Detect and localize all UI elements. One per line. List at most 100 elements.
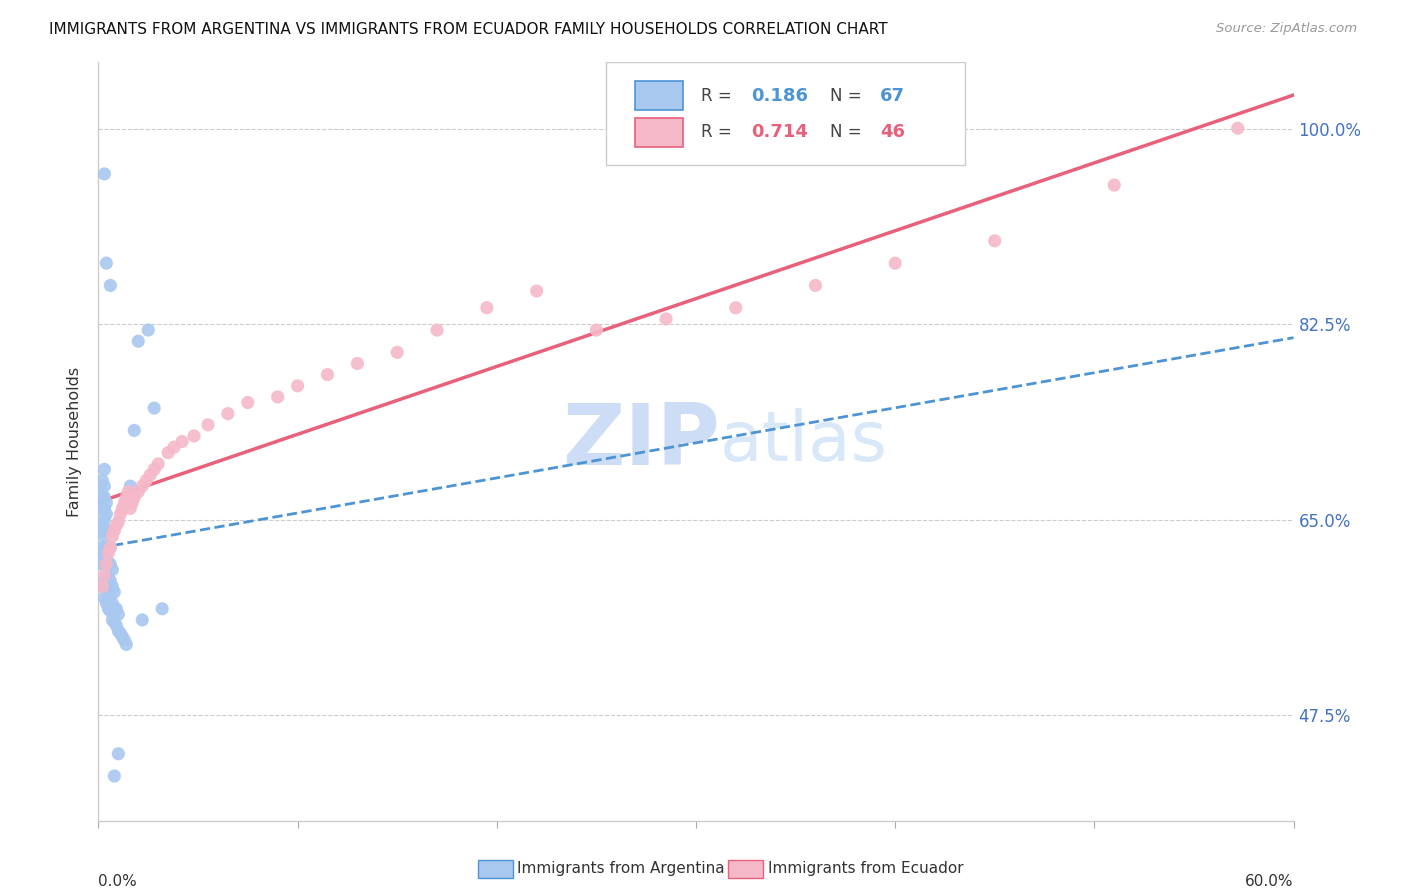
Point (93, 167, 115, 181)
Point (93, 501, 115, 516)
Point (96, 568, 118, 582)
Point (1226, 121, 1249, 136)
Point (131, 479, 153, 493)
Text: Immigrants from Argentina: Immigrants from Argentina (517, 862, 725, 876)
Point (107, 624, 129, 639)
Point (139, 468, 162, 483)
Point (96, 541, 118, 555)
Point (93, 529, 115, 543)
Point (346, 356, 368, 371)
Text: 60.0%: 60.0% (1246, 874, 1294, 889)
Text: 46: 46 (880, 123, 905, 141)
Point (96, 496, 118, 510)
Point (117, 484, 139, 499)
Point (127, 334, 149, 349)
Point (121, 496, 143, 510)
Point (93, 479, 115, 493)
Text: ZIP: ZIP (562, 400, 720, 483)
Point (724, 301, 747, 315)
Point (93, 591, 115, 605)
Point (93, 462, 115, 476)
Point (89, 524, 111, 538)
Point (148, 457, 170, 471)
Point (107, 607, 129, 622)
Point (267, 390, 290, 404)
Point (236, 395, 259, 409)
Point (98, 541, 122, 555)
Point (197, 417, 219, 432)
Point (89, 501, 111, 516)
Point (115, 638, 138, 652)
Point (112, 633, 135, 648)
Point (105, 618, 128, 632)
Point (110, 626, 132, 640)
Point (101, 580, 124, 594)
Point (111, 501, 134, 516)
Point (93, 568, 115, 582)
Point (91, 491, 114, 505)
Point (475, 301, 498, 315)
Point (163, 440, 186, 454)
Point (984, 234, 1007, 248)
Point (124, 424, 146, 438)
Point (804, 278, 827, 293)
Point (97, 546, 120, 560)
Point (172, 434, 194, 449)
Text: R =: R = (700, 87, 737, 104)
Point (124, 491, 146, 505)
Point (115, 491, 138, 505)
Point (91, 580, 114, 594)
Point (91, 557, 114, 572)
Point (91, 501, 114, 516)
Point (93, 546, 115, 560)
Point (96, 557, 118, 572)
Point (385, 345, 409, 359)
Point (103, 615, 125, 630)
Point (97, 541, 120, 555)
Point (111, 630, 134, 644)
Point (135, 474, 157, 488)
Text: 0.0%: 0.0% (98, 874, 138, 889)
Point (103, 585, 125, 599)
Point (585, 323, 607, 337)
Point (103, 769, 125, 783)
Point (97, 602, 120, 616)
Point (101, 613, 124, 627)
Point (97, 585, 120, 599)
Point (98, 574, 122, 588)
Point (97, 524, 120, 538)
Point (93, 513, 115, 527)
Text: Source: ZipAtlas.com: Source: ZipAtlas.com (1216, 22, 1357, 36)
Point (101, 563, 124, 577)
Point (91, 518, 114, 533)
Point (96, 256, 118, 270)
Point (143, 462, 166, 476)
Point (98, 278, 122, 293)
Text: Immigrants from Ecuador: Immigrants from Ecuador (768, 862, 963, 876)
Point (112, 496, 135, 510)
Point (287, 378, 309, 392)
Point (217, 407, 239, 421)
Point (96, 596, 118, 610)
Bar (636, 118, 683, 146)
Text: 0.186: 0.186 (751, 87, 808, 104)
Point (107, 747, 129, 761)
Point (96, 524, 118, 538)
Point (131, 613, 153, 627)
Point (97, 557, 120, 572)
Point (120, 479, 142, 493)
Point (98, 557, 122, 572)
Point (103, 602, 125, 616)
Point (157, 446, 180, 460)
FancyBboxPatch shape (606, 62, 965, 165)
Point (1104, 178, 1126, 193)
Point (96, 551, 118, 566)
Point (91, 474, 114, 488)
Point (120, 501, 142, 516)
Point (655, 312, 678, 326)
Point (316, 368, 339, 382)
Point (98, 589, 122, 603)
Y-axis label: Family Households: Family Households (67, 367, 83, 516)
Text: atlas: atlas (720, 408, 887, 475)
Point (127, 484, 149, 499)
